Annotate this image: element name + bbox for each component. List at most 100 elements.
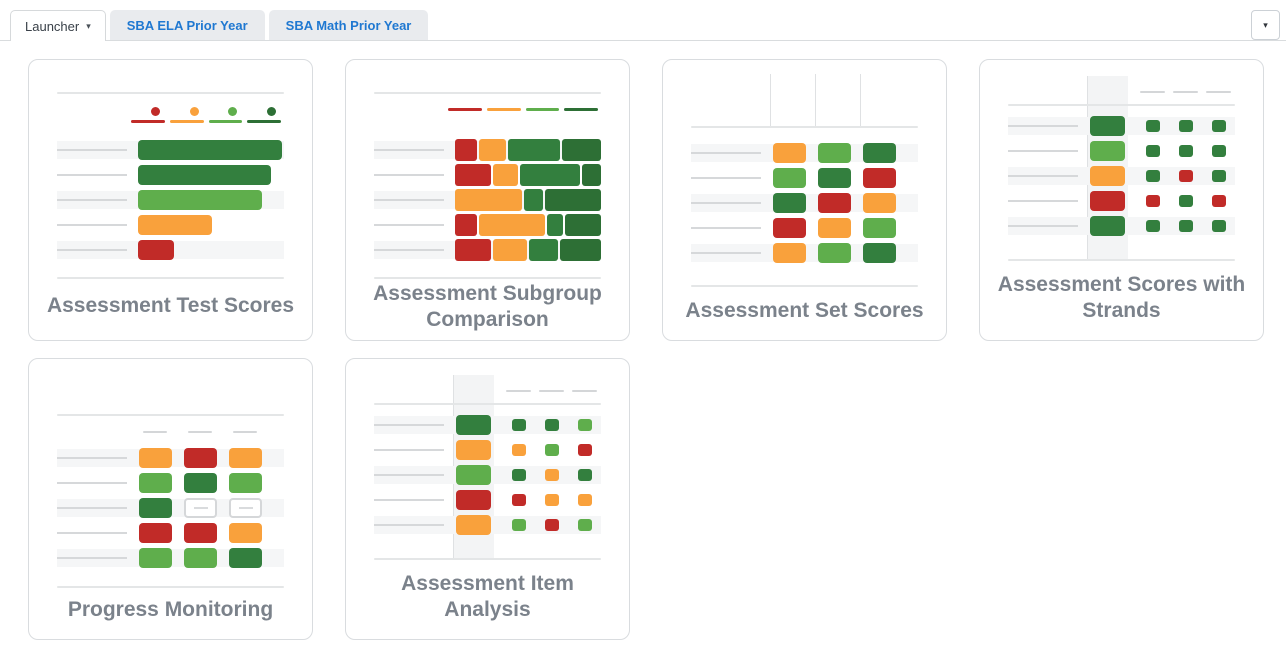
row-label-line [57,557,127,559]
score-block [773,243,806,263]
score-block [818,193,851,213]
row-label-line [691,202,761,204]
stacked-bar-segment [493,239,528,261]
legend-line [208,120,243,123]
table-row [1008,141,1235,161]
stacked-bar-segment [564,214,601,236]
legend-line [486,108,521,111]
row-label-line [57,149,127,151]
row-label-line [1008,125,1078,127]
strand-cell [1179,145,1193,157]
row-label-line [374,149,444,151]
score-bar [138,240,174,260]
thumb-rows [57,140,284,266]
report-card-grid: Assessment Test Scores Assessment Subgrou… [28,59,1286,640]
score-bar [138,165,272,185]
stacked-bar-segment [582,164,601,186]
table-row [1008,216,1235,236]
table-row [374,164,601,186]
legend-item [169,107,204,123]
card-title: Assessment Item Analysis [401,572,574,621]
column-header-dash [233,431,257,433]
column-header-dash [1206,91,1231,93]
row-label-line [691,177,761,179]
strand-cell [578,419,592,431]
strand-cell [545,469,559,481]
row-label-line [1008,175,1078,177]
bottom-rule [374,558,601,560]
main-score-block [1090,216,1125,236]
table-row [374,189,601,211]
tab-label: SBA ELA Prior Year [126,17,248,33]
row-label-line [374,474,444,476]
score-block [818,143,851,163]
tab-sba-ela-prior-year[interactable]: SBA ELA Prior Year [109,10,265,40]
score-block [773,193,806,213]
score-block [229,523,262,543]
row-label-line [374,224,444,226]
score-block [139,523,172,543]
strand-cell [1212,145,1226,157]
score-block [863,243,896,263]
row-label-line [57,249,127,251]
stacked-bar [455,189,601,211]
stacked-bar-segment [546,214,563,236]
report-thumbnail [691,74,918,289]
legend-line [131,120,165,123]
thumb-rows [374,139,601,266]
top-rule [57,414,284,416]
report-card-progress-monitoring[interactable]: Progress Monitoring [28,358,313,640]
report-card-assessment-set-scores[interactable]: Assessment Set Scores [662,59,947,341]
score-bar [138,190,263,210]
report-thumbnail [57,74,284,279]
tab-launcher[interactable]: Launcher ▾ [10,10,106,41]
row-label-line [374,249,444,251]
stacked-bar [455,239,601,261]
table-row [57,498,284,518]
score-block [139,498,172,518]
legend-item [131,107,165,123]
report-card-assessment-subgroup-comparison[interactable]: Assessment Subgroup Comparison [345,59,630,341]
main-score-block [456,440,491,460]
tab-overflow-dropdown-button[interactable]: ▾ [1251,10,1280,40]
column-header-dash [1173,91,1198,93]
report-thumbnail [374,373,601,563]
score-block [139,448,172,468]
report-card-assessment-test-scores[interactable]: Assessment Test Scores [28,59,313,341]
bottom-rule [1008,259,1235,261]
stacked-bar-segment [508,139,561,161]
strand-cell [578,494,592,506]
strand-cell [1179,120,1193,132]
score-bar [138,215,212,235]
thumb-rows [374,415,601,541]
stacked-bar-segment [478,139,507,161]
report-card-assessment-scores-with-strands[interactable]: Assessment Scores with Strands [979,59,1264,341]
main-score-block [456,415,491,435]
card-title: Assessment Test Scores [46,293,295,317]
column-tick [770,74,771,126]
stacked-bar-segment [524,189,544,211]
main-score-block [1090,191,1125,211]
thumb-rows [1008,116,1235,242]
legend-item [247,107,281,123]
score-block [863,218,896,238]
row-label-line [57,174,127,176]
stacked-bar-segment [560,239,601,261]
bottom-rule [691,285,918,287]
report-card-assessment-item-analysis[interactable]: Assessment Item Analysis [345,358,630,640]
stacked-bar-segment [478,214,545,236]
empty-block-dash [193,507,208,509]
strand-cell [512,519,526,531]
strand-cell [1146,145,1160,157]
main-score-block [456,515,491,535]
row-label-line [374,174,444,176]
stacked-bar-segment [455,164,492,186]
strand-cell [512,469,526,481]
score-block [184,523,217,543]
row-label-line [374,499,444,501]
bottom-rule [374,277,601,279]
tab-sba-math-prior-year[interactable]: SBA Math Prior Year [268,10,429,40]
table-row [374,214,601,236]
thumb-rows [691,143,918,269]
score-block [139,548,172,568]
